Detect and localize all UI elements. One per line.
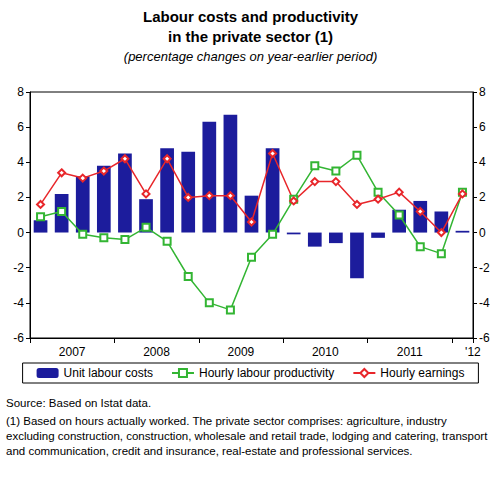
svg-text:0: 0 (479, 226, 486, 240)
svg-text:-6: -6 (13, 331, 24, 345)
svg-text:Hourly labour productivity: Hourly labour productivity (199, 366, 334, 380)
svg-text:8: 8 (17, 85, 24, 99)
svg-text:and communication, credit and: and communication, credit and insurance,… (6, 445, 413, 457)
svg-text:(percentage changes on year-ea: (percentage changes on year-earlier peri… (124, 49, 377, 64)
svg-text:-2: -2 (479, 261, 490, 275)
svg-text:2009: 2009 (228, 345, 255, 359)
svg-text:(1) Based on hours actually wo: (1) Based on hours actually worked. The … (6, 415, 450, 427)
svg-text:-2: -2 (13, 261, 24, 275)
svg-text:Unit labour costs: Unit labour costs (64, 366, 153, 380)
svg-text:6: 6 (17, 120, 24, 134)
svg-text:2011: 2011 (397, 345, 423, 359)
svg-text:Labour costs and productivity: Labour costs and productivity (143, 8, 359, 25)
svg-text:in the private sector (1): in the private sector (1) (168, 28, 333, 45)
svg-text:'12: '12 (465, 345, 481, 359)
svg-text:2010: 2010 (312, 345, 339, 359)
svg-text:2: 2 (479, 190, 486, 204)
svg-text:-4: -4 (479, 296, 490, 310)
svg-text:4: 4 (479, 155, 486, 169)
svg-text:0: 0 (17, 226, 24, 240)
svg-text:2: 2 (17, 190, 24, 204)
svg-text:excluding construction, constr: excluding construction, construction, wh… (6, 430, 491, 442)
svg-text:Source: Based on Istat data.: Source: Based on Istat data. (6, 397, 151, 409)
svg-text:2007: 2007 (59, 345, 86, 359)
svg-text:-6: -6 (479, 331, 490, 345)
svg-text:6: 6 (479, 120, 486, 134)
svg-text:Hourly earnings: Hourly earnings (380, 366, 464, 380)
svg-text:-4: -4 (13, 296, 24, 310)
svg-text:8: 8 (479, 85, 486, 99)
svg-text:4: 4 (17, 155, 24, 169)
svg-text:2008: 2008 (143, 345, 170, 359)
